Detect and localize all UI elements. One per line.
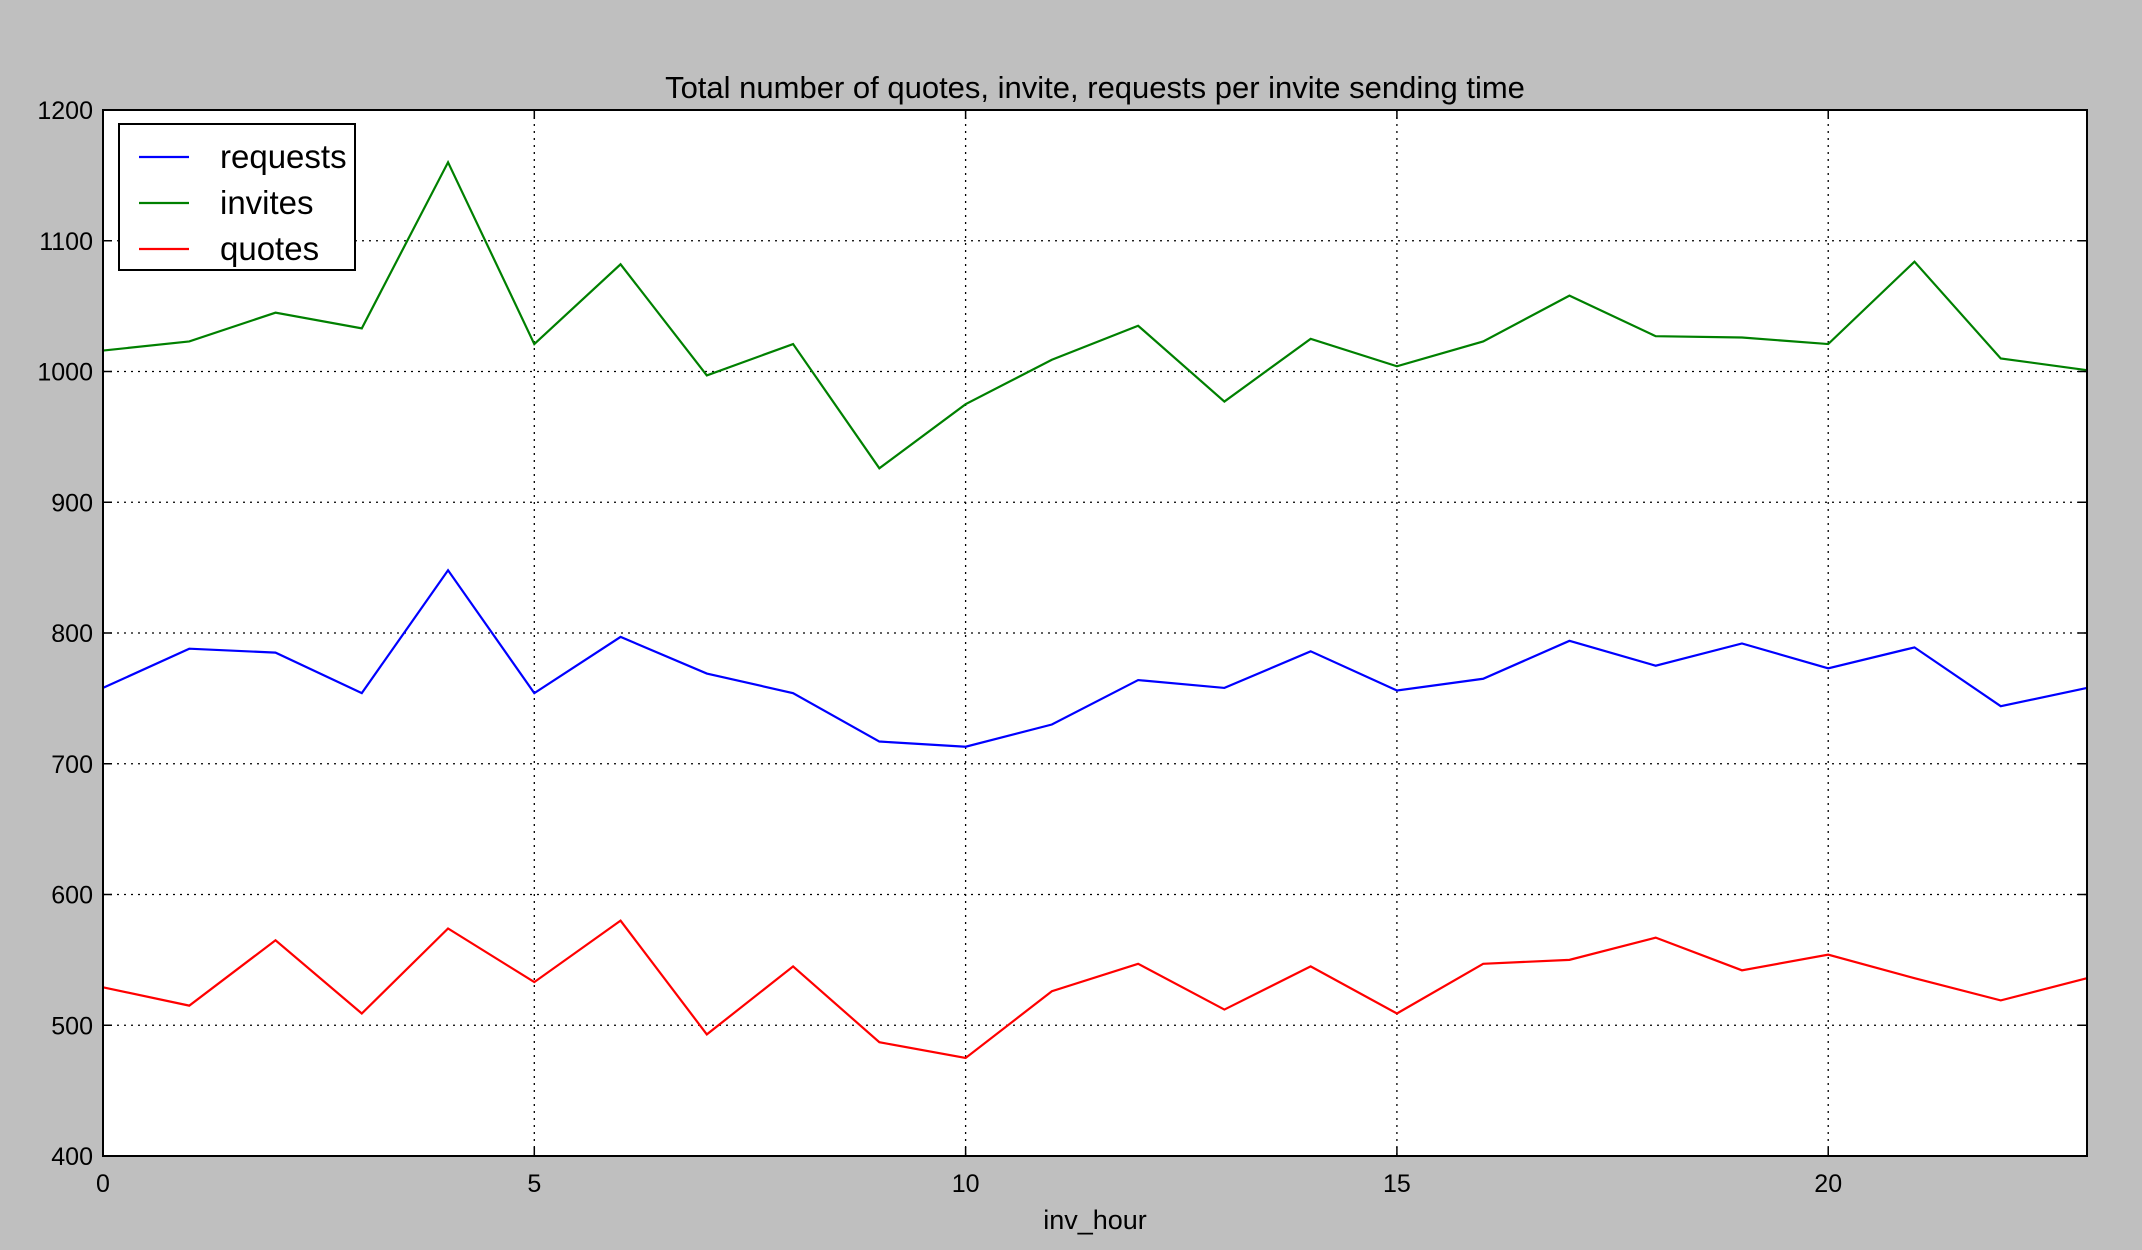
y-tick-labels: 400 500 600 700 800 900 1000 1100 1200 xyxy=(37,97,93,1171)
series-lines xyxy=(102,159,2088,1060)
x-tick-label: 5 xyxy=(527,1170,541,1198)
legend: requests invites quotes xyxy=(118,123,356,271)
grid xyxy=(103,110,2087,1156)
legend-label-invites: invites xyxy=(220,184,314,221)
series-line-requests xyxy=(102,568,2088,748)
chart-title: Total number of quotes, invite, requests… xyxy=(665,70,1525,105)
legend-box xyxy=(118,123,356,271)
series-line-invites xyxy=(102,159,2088,470)
y-tick-label: 500 xyxy=(51,1012,93,1040)
x-tick-label: 0 xyxy=(96,1170,110,1198)
axis-ticks xyxy=(102,109,2087,1157)
y-tick-label: 1100 xyxy=(39,228,93,256)
x-tick-label: 15 xyxy=(1383,1170,1411,1198)
y-tick-label: 400 xyxy=(51,1143,93,1171)
y-tick-label: 1200 xyxy=(37,97,93,125)
y-tick-label: 1000 xyxy=(37,359,93,387)
y-tick-label: 800 xyxy=(51,620,93,648)
y-tick-label: 700 xyxy=(51,751,93,779)
x-tick-label: 20 xyxy=(1814,1170,1842,1198)
series-line-quotes xyxy=(102,919,2088,1060)
y-tick-label: 600 xyxy=(51,882,93,910)
legend-label-quotes: quotes xyxy=(220,230,319,267)
plot-area xyxy=(103,110,2087,1156)
x-axis-label: inv_hour xyxy=(1043,1205,1147,1235)
y-tick-label: 900 xyxy=(51,489,93,517)
legend-label-requests: requests xyxy=(220,138,347,175)
x-tick-labels: 0 5 10 15 20 xyxy=(96,1170,1842,1198)
x-tick-label: 10 xyxy=(952,1170,980,1198)
